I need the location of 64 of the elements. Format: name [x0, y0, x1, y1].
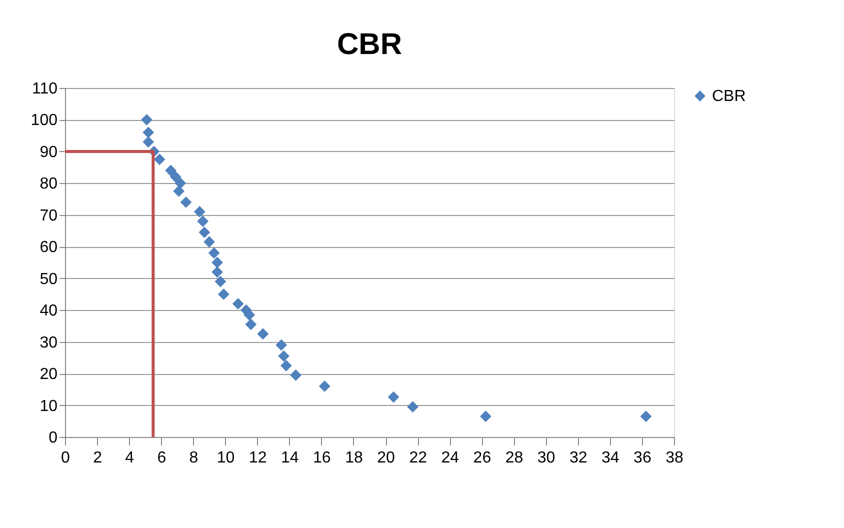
y-tick-label: 110 — [32, 80, 58, 98]
point — [180, 196, 192, 208]
y-tick-label: 40 — [40, 302, 58, 320]
x-tick-label: 0 — [61, 450, 70, 466]
point — [388, 391, 400, 403]
y-tick-label: 20 — [40, 366, 58, 384]
point — [218, 288, 230, 300]
point — [214, 276, 226, 288]
point — [257, 328, 269, 340]
point — [278, 350, 290, 362]
point — [141, 114, 152, 126]
point — [318, 380, 330, 392]
y-tick-label: 100 — [30, 112, 58, 130]
point — [280, 360, 292, 372]
point — [208, 247, 220, 259]
point — [173, 185, 184, 197]
x-tick-label: 24 — [441, 450, 460, 466]
y-tick-label: 30 — [40, 334, 58, 352]
x-tick-label: 30 — [537, 450, 556, 466]
x-tick-label: 12 — [248, 450, 267, 466]
y-tick-label: 60 — [40, 239, 58, 256]
x-tick-label: 18 — [345, 450, 363, 466]
y-tick-label: 90 — [40, 144, 58, 161]
point — [204, 236, 215, 248]
y-tick-label: 10 — [40, 398, 58, 415]
chart-title: CBR — [337, 28, 402, 61]
x-tick-label: 10 — [216, 450, 235, 466]
x-tick-label: 2 — [93, 450, 102, 466]
y-tick-label: 50 — [40, 270, 58, 288]
x-tick-label: 20 — [377, 450, 396, 466]
y-tick-label: 0 — [48, 430, 58, 446]
point — [212, 256, 223, 268]
x-tick-label: 22 — [409, 450, 428, 466]
x-tick-label: 26 — [473, 450, 492, 466]
point — [154, 154, 166, 166]
point — [174, 177, 186, 189]
point — [142, 136, 154, 148]
point — [197, 216, 209, 227]
point — [212, 266, 223, 278]
point — [198, 226, 210, 238]
point — [170, 171, 182, 183]
point — [290, 369, 302, 381]
x-tick-label: 38 — [666, 450, 684, 466]
point — [232, 298, 244, 310]
x-tick-label: 4 — [125, 450, 134, 466]
x-tick-label: 14 — [280, 450, 299, 466]
legend-label: CBR — [712, 88, 746, 105]
point — [407, 401, 418, 413]
x-tick-label: 16 — [313, 450, 331, 466]
x-tick-label: 34 — [601, 450, 620, 466]
y-tick-label: 70 — [40, 207, 58, 224]
x-tick-label: 36 — [634, 450, 652, 466]
point — [142, 126, 154, 138]
point — [480, 410, 492, 422]
y-tick-label: 80 — [40, 176, 58, 193]
x-tick-label: 32 — [569, 450, 588, 466]
x-tick-label: 8 — [189, 450, 198, 466]
x-tick-label: 28 — [505, 450, 524, 466]
point — [194, 206, 206, 218]
point — [276, 339, 288, 351]
point — [165, 164, 176, 176]
point — [245, 318, 257, 330]
point — [640, 410, 652, 422]
x-tick-label: 6 — [157, 450, 166, 466]
